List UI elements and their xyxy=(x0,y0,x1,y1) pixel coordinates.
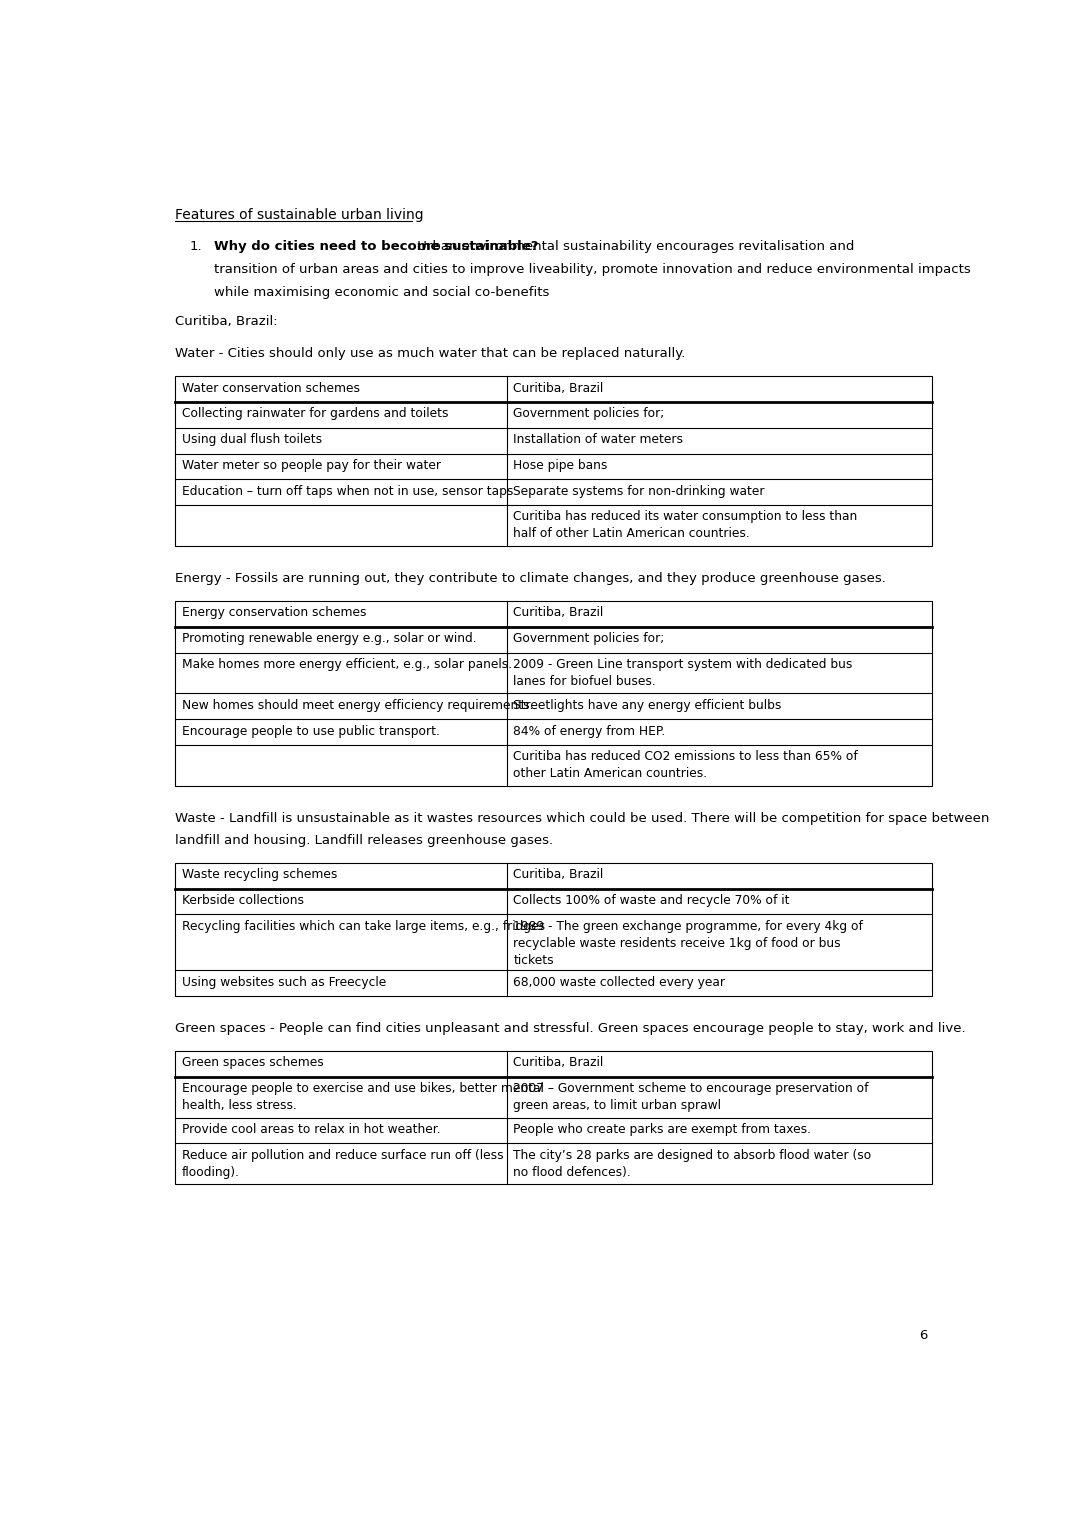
Text: Encourage people to exercise and use bikes, better mental
health, less stress.: Encourage people to exercise and use bik… xyxy=(181,1083,543,1112)
Bar xyxy=(175,376,932,547)
Text: Waste recycling schemes: Waste recycling schemes xyxy=(181,869,337,881)
Bar xyxy=(175,863,932,996)
Text: 1989 - The green exchange programme, for every 4kg of
recyclable waste residents: 1989 - The green exchange programme, for… xyxy=(513,919,863,967)
Text: Government policies for;: Government policies for; xyxy=(513,632,664,644)
Text: 2007 – Government scheme to encourage preservation of
green areas, to limit urba: 2007 – Government scheme to encourage pr… xyxy=(513,1083,868,1112)
Text: Green spaces - People can find cities unpleasant and stressful. Green spaces enc: Green spaces - People can find cities un… xyxy=(175,1022,966,1035)
Text: Water conservation schemes: Water conservation schemes xyxy=(181,382,360,394)
Text: Energy conservation schemes: Energy conservation schemes xyxy=(181,606,366,620)
Text: Water meter so people pay for their water: Water meter so people pay for their wate… xyxy=(181,460,441,472)
Text: Curitiba has reduced CO2 emissions to less than 65% of
other Latin American coun: Curitiba has reduced CO2 emissions to le… xyxy=(513,750,858,780)
Text: Government policies for;: Government policies for; xyxy=(513,408,664,420)
Text: Using websites such as Freecycle: Using websites such as Freecycle xyxy=(181,976,386,988)
Text: Energy - Fossils are running out, they contribute to climate changes, and they p: Energy - Fossils are running out, they c… xyxy=(175,573,887,585)
Text: Curitiba, Brazil: Curitiba, Brazil xyxy=(513,869,604,881)
Text: Recycling facilities which can take large items, e.g., fridges: Recycling facilities which can take larg… xyxy=(181,919,544,933)
Text: 84% of energy from HEP.: 84% of energy from HEP. xyxy=(513,724,665,738)
Text: Green spaces schemes: Green spaces schemes xyxy=(181,1057,323,1069)
Text: landfill and housing. Landfill releases greenhouse gases.: landfill and housing. Landfill releases … xyxy=(175,834,553,847)
Text: 68,000 waste collected every year: 68,000 waste collected every year xyxy=(513,976,725,988)
Text: Water - Cities should only use as much water that can be replaced naturally.: Water - Cities should only use as much w… xyxy=(175,347,686,360)
Text: Why do cities need to become sustainable?: Why do cities need to become sustainable… xyxy=(214,240,539,253)
Text: Provide cool areas to relax in hot weather.: Provide cool areas to relax in hot weath… xyxy=(181,1122,441,1136)
Text: 6: 6 xyxy=(919,1328,928,1342)
Text: 1.: 1. xyxy=(189,240,202,253)
Text: Urban environmental sustainability encourages revitalisation and: Urban environmental sustainability encou… xyxy=(413,240,854,253)
Text: Promoting renewable energy e.g., solar or wind.: Promoting renewable energy e.g., solar o… xyxy=(181,632,476,644)
Text: Curitiba, Brazil: Curitiba, Brazil xyxy=(513,1057,604,1069)
Text: Kerbside collections: Kerbside collections xyxy=(181,893,303,907)
Text: 2009 - Green Line transport system with dedicated bus
lanes for biofuel buses.: 2009 - Green Line transport system with … xyxy=(513,658,852,689)
Text: Curitiba, Brazil: Curitiba, Brazil xyxy=(513,606,604,620)
Text: New homes should meet energy efficiency requirements.: New homes should meet energy efficiency … xyxy=(181,699,534,712)
Text: Collecting rainwater for gardens and toilets: Collecting rainwater for gardens and toi… xyxy=(181,408,448,420)
Text: Curitiba, Brazil:: Curitiba, Brazil: xyxy=(175,315,278,328)
Text: Separate systems for non-drinking water: Separate systems for non-drinking water xyxy=(513,484,765,498)
Text: Hose pipe bans: Hose pipe bans xyxy=(513,460,608,472)
Text: Reduce air pollution and reduce surface run off (less
flooding).: Reduce air pollution and reduce surface … xyxy=(181,1148,503,1179)
Bar xyxy=(175,602,932,786)
Text: Features of sustainable urban living: Features of sustainable urban living xyxy=(175,208,424,221)
Text: The city’s 28 parks are designed to absorb flood water (so
no flood defences).: The city’s 28 parks are designed to abso… xyxy=(513,1148,872,1179)
Text: People who create parks are exempt from taxes.: People who create parks are exempt from … xyxy=(513,1122,811,1136)
Text: Waste - Landfill is unsustainable as it wastes resources which could be used. Th: Waste - Landfill is unsustainable as it … xyxy=(175,812,989,825)
Text: Make homes more energy efficient, e.g., solar panels.: Make homes more energy efficient, e.g., … xyxy=(181,658,512,670)
Text: Streetlights have any energy efficient bulbs: Streetlights have any energy efficient b… xyxy=(513,699,782,712)
Bar xyxy=(175,1051,932,1185)
Text: Curitiba, Brazil: Curitiba, Brazil xyxy=(513,382,604,394)
Text: Using dual flush toilets: Using dual flush toilets xyxy=(181,434,322,446)
Text: Curitiba has reduced its water consumption to less than
half of other Latin Amer: Curitiba has reduced its water consumpti… xyxy=(513,510,858,541)
Text: Education – turn off taps when not in use, sensor taps: Education – turn off taps when not in us… xyxy=(181,484,513,498)
Text: while maximising economic and social co-benefits: while maximising economic and social co-… xyxy=(214,286,550,299)
Text: Collects 100% of waste and recycle 70% of it: Collects 100% of waste and recycle 70% o… xyxy=(513,893,789,907)
Text: Encourage people to use public transport.: Encourage people to use public transport… xyxy=(181,724,440,738)
Text: transition of urban areas and cities to improve liveability, promote innovation : transition of urban areas and cities to … xyxy=(214,263,971,276)
Text: Installation of water meters: Installation of water meters xyxy=(513,434,684,446)
